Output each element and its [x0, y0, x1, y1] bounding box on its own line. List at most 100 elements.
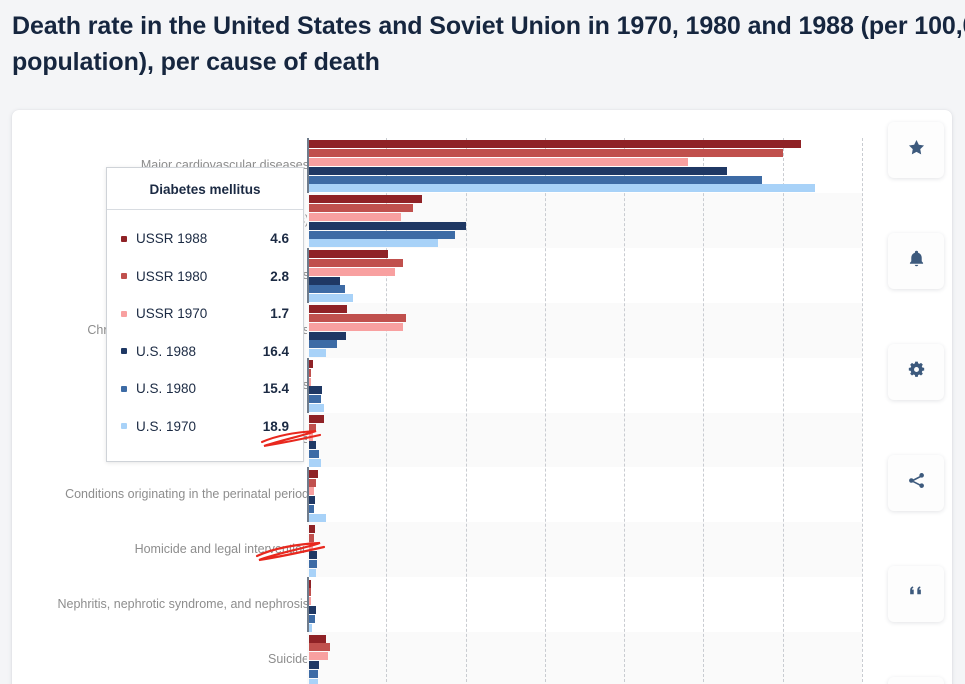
row-band [307, 522, 862, 578]
tooltip-row: USSR 1970 1.7 [121, 295, 289, 333]
bar[interactable] [309, 221, 466, 230]
bar[interactable] [309, 294, 354, 303]
row-band [307, 632, 862, 684]
bar[interactable] [309, 597, 311, 606]
cite-button[interactable] [888, 566, 944, 622]
bar[interactable] [309, 204, 413, 213]
bar[interactable] [309, 423, 317, 432]
bar[interactable] [309, 623, 313, 632]
bar[interactable] [309, 458, 321, 467]
bar[interactable] [309, 478, 316, 487]
bar[interactable] [309, 505, 315, 514]
bar[interactable] [309, 340, 337, 349]
bar[interactable] [309, 660, 319, 669]
tooltip-series-label: U.S. 1970 [136, 418, 197, 434]
bar[interactable] [309, 250, 389, 259]
bar[interactable] [309, 259, 404, 268]
chart-tooltip: Diabetes mellitus USSR 1988 4.6 USSR 1980 2… [106, 167, 304, 462]
bar[interactable] [309, 559, 318, 568]
bar[interactable] [309, 652, 329, 661]
bar[interactable] [309, 166, 727, 175]
bar[interactable] [309, 634, 327, 643]
print-button[interactable] [888, 677, 944, 684]
bar[interactable] [309, 377, 311, 386]
bar[interactable] [309, 414, 325, 423]
page-title: Death rate in the United States and Sovi… [12, 12, 965, 76]
tooltip-title: Diabetes mellitus [107, 168, 303, 210]
bar[interactable] [309, 212, 401, 221]
bar[interactable] [309, 450, 319, 459]
tooltip-series-value: 15.4 [262, 381, 289, 397]
series-color-swatch [121, 310, 127, 317]
bar[interactable] [309, 441, 317, 450]
category-label: Homicide and legal intervention [134, 542, 309, 557]
bar[interactable] [309, 469, 318, 478]
bar[interactable] [309, 551, 318, 560]
gridline [703, 138, 705, 684]
share-button[interactable] [888, 455, 944, 511]
bar[interactable] [309, 487, 314, 496]
bar[interactable] [309, 606, 317, 615]
gridline [386, 138, 388, 684]
bar[interactable] [309, 149, 784, 158]
bar[interactable] [309, 496, 315, 505]
bar[interactable] [309, 184, 815, 193]
bar[interactable] [309, 195, 423, 204]
tooltip-row: U.S. 1970 18.9 [121, 408, 289, 446]
bar[interactable] [309, 524, 315, 533]
bar[interactable] [309, 313, 406, 322]
bar[interactable] [309, 175, 762, 184]
bar[interactable] [309, 360, 313, 369]
share-icon [907, 471, 926, 495]
chart-action-toolbar[interactable] [888, 122, 944, 684]
tooltip-series-value: 18.9 [262, 418, 289, 434]
series-color-swatch [121, 385, 127, 392]
tooltip-rows: USSR 1988 4.6 USSR 1980 2.8 USSR 1970 1.7 U.S.… [107, 210, 303, 461]
bar[interactable] [309, 158, 688, 167]
bar[interactable] [309, 432, 313, 441]
favorite-button[interactable] [888, 122, 944, 178]
bar[interactable] [309, 404, 324, 413]
bar[interactable] [309, 140, 801, 149]
plot-area [307, 138, 863, 684]
tooltip-row: USSR 1980 2.8 [121, 258, 289, 296]
bar[interactable] [309, 542, 314, 551]
settings-button[interactable] [888, 344, 944, 400]
gridline [862, 138, 863, 684]
gridline [465, 138, 467, 684]
bar[interactable] [309, 386, 322, 395]
bar[interactable] [309, 678, 319, 684]
bar[interactable] [309, 285, 346, 294]
bar[interactable] [309, 322, 403, 331]
bar[interactable] [309, 368, 312, 377]
bar[interactable] [309, 276, 340, 285]
bar[interactable] [309, 643, 331, 652]
bar[interactable] [309, 513, 326, 522]
bar[interactable] [309, 533, 315, 542]
category-label: Suicide [268, 652, 309, 667]
bar[interactable] [309, 579, 312, 588]
bar[interactable] [309, 230, 455, 239]
tooltip-series-label: USSR 1988 [136, 231, 208, 247]
value-axis-line [307, 138, 309, 684]
notify-button[interactable] [888, 233, 944, 289]
bar[interactable] [309, 614, 316, 623]
rail-spacer [888, 400, 944, 455]
series-color-swatch [121, 235, 127, 242]
bar[interactable] [309, 349, 326, 358]
rail-spacer [888, 289, 944, 344]
tooltip-row: U.S. 1988 16.4 [121, 333, 289, 371]
bar[interactable] [309, 395, 322, 404]
tooltip-series-label: U.S. 1988 [136, 343, 197, 359]
bar[interactable] [309, 588, 311, 597]
tooltip-series-value: 2.8 [270, 268, 289, 284]
tooltip-row: USSR 1988 4.6 [121, 220, 289, 258]
bar[interactable] [309, 568, 317, 577]
bar[interactable] [309, 669, 319, 678]
bar[interactable] [309, 267, 395, 276]
bar[interactable] [309, 239, 439, 248]
bar[interactable] [309, 305, 348, 314]
category-label: Nephritis, nephrotic syndrome, and nephr… [57, 597, 309, 612]
tooltip-series-value: 1.7 [270, 306, 289, 322]
bar[interactable] [309, 331, 347, 340]
